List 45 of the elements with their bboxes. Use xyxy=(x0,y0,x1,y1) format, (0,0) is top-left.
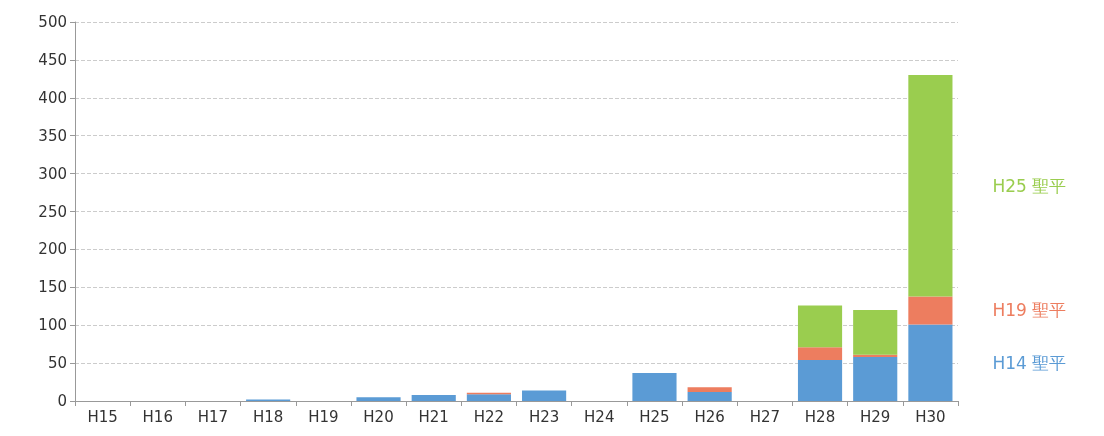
bar xyxy=(687,391,732,401)
x-tick-label: H29 xyxy=(860,407,891,426)
x-tick-label: H15 xyxy=(87,407,118,426)
text: H14 聖平 xyxy=(992,352,1067,373)
y-tick-label: 500 xyxy=(38,13,67,31)
y-tick-label: 350 xyxy=(38,126,67,145)
y-tick-label: 400 xyxy=(38,88,67,107)
x-tick-label: H23 xyxy=(528,407,560,426)
x-tick-label: H27 xyxy=(749,407,781,426)
y-tick-label: 450 xyxy=(38,50,67,69)
text: H19 聖平 xyxy=(992,300,1067,321)
x-tick-label: H16 xyxy=(142,407,173,426)
y-tick-label: 100 xyxy=(38,316,67,335)
bar xyxy=(466,394,511,401)
x-tick-label: H24 xyxy=(584,407,615,426)
text: H25 聖平 xyxy=(992,175,1067,196)
bar xyxy=(632,372,677,401)
x-tick-label: H19 xyxy=(308,407,339,426)
bar xyxy=(356,397,401,401)
bar xyxy=(687,387,732,392)
bar xyxy=(853,310,898,355)
bar xyxy=(908,324,953,401)
y-tick-label: 150 xyxy=(38,278,67,297)
x-tick-label: H22 xyxy=(473,407,505,426)
y-tick-label: 50 xyxy=(47,354,67,373)
bar xyxy=(797,305,843,348)
y-tick-label: 300 xyxy=(38,164,67,183)
y-tick-label: 250 xyxy=(38,202,67,221)
bar xyxy=(853,357,898,401)
x-tick-label: H17 xyxy=(197,407,229,426)
x-tick-label: H26 xyxy=(694,407,725,426)
bar xyxy=(797,360,843,401)
bar xyxy=(797,347,843,361)
bar xyxy=(908,75,953,297)
x-tick-label: H18 xyxy=(252,407,284,426)
bar xyxy=(522,390,567,401)
x-tick-label: H30 xyxy=(915,407,946,426)
x-tick-label: H25 xyxy=(639,407,670,426)
x-tick-label: H21 xyxy=(418,407,449,426)
bar xyxy=(908,296,953,325)
x-tick-label: H20 xyxy=(363,407,394,426)
y-tick-label: 200 xyxy=(38,240,67,259)
bar xyxy=(411,394,456,401)
x-tick-label: H28 xyxy=(804,407,836,426)
y-tick-label: 0 xyxy=(57,392,67,410)
